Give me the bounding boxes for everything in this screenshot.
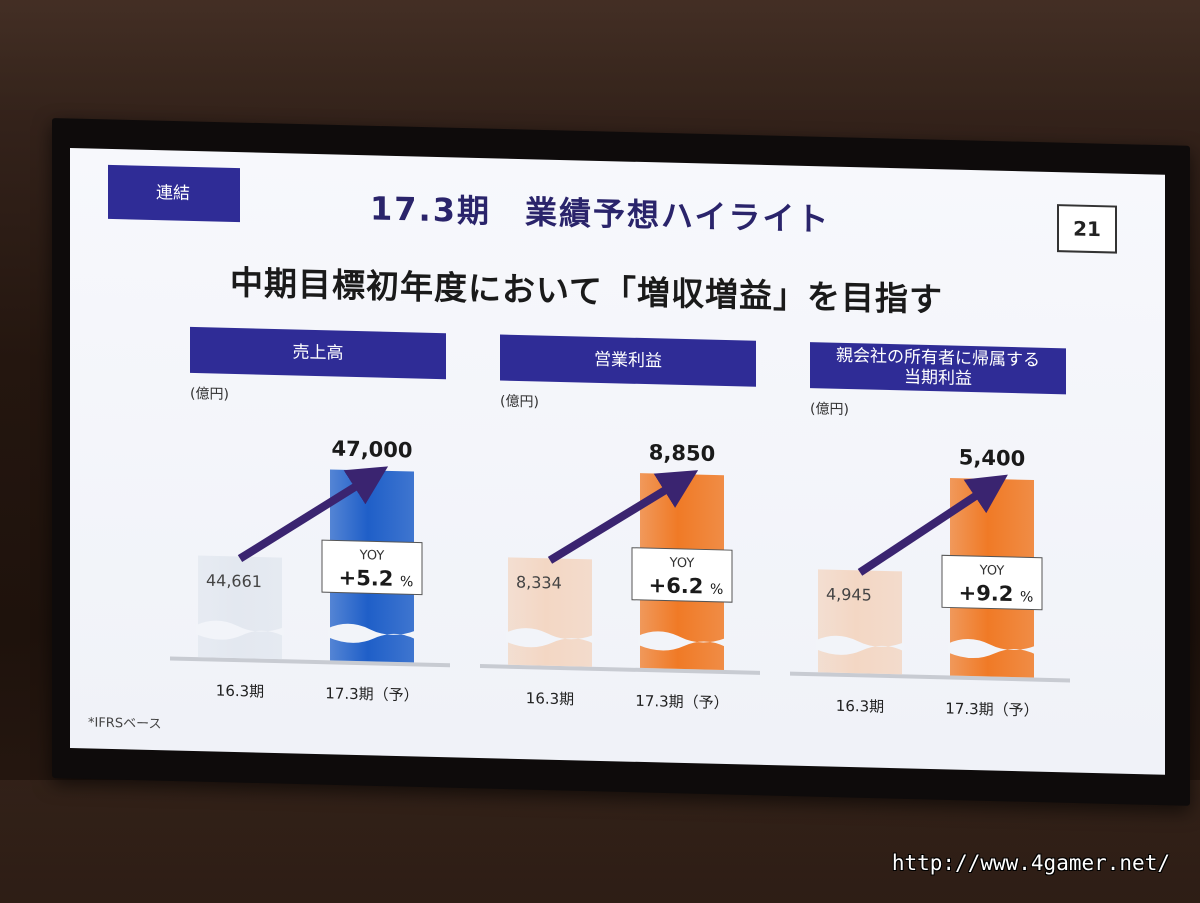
axis-break-mark	[948, 638, 1036, 659]
chart-svg-revenue: 16.3期 17.3期（予） 44,661 47,000 YOY +5.2%	[170, 436, 450, 705]
yoy-value: +6.2	[649, 573, 704, 598]
slide-title: 17.3期 業績予想ハイライト	[370, 189, 831, 239]
growth-arrow	[547, 470, 699, 564]
chart-panel-revenue: 売上高 (億円) 16.3期 17.3期（予） 44,661 47,000 YOY +5.…	[170, 326, 470, 753]
yoy-unit: %	[1020, 589, 1033, 605]
chart-svg-operating-profit: 16.3期 17.3期（予） 8,334 8,850 YOY+6.2%	[480, 440, 760, 712]
chart-baseline	[790, 671, 1070, 683]
category-label: 17.3期（予）	[635, 692, 728, 712]
yoy-box	[941, 554, 1043, 611]
value-label-forecast: 8,850	[649, 440, 715, 466]
axis-break-mark	[506, 628, 594, 648]
slide-headline: 中期目標初年度において「増収増益」を目指す	[230, 262, 944, 320]
chart-panel-operating-profit: 営業利益 (億円) 16.3期 17.3期（予） 8,334 8,850 YOY +6.2…	[480, 334, 780, 761]
axis-break-mark	[196, 620, 284, 640]
yoy-label: YOY	[979, 563, 1005, 579]
yoy-unit: %	[710, 582, 723, 598]
yoy-value: +5.2	[339, 566, 394, 591]
chart-baseline	[480, 664, 760, 675]
category-label: 17.3期（予）	[945, 699, 1038, 719]
yoy-box	[631, 547, 733, 603]
axis-break-mark	[328, 623, 416, 643]
consolidated-tag: 連結	[108, 164, 240, 223]
value-label-forecast: 5,400	[959, 445, 1025, 471]
category-label: 17.3期（予）	[325, 684, 418, 704]
growth-arrow	[857, 474, 1008, 576]
footnote: *IFRSベース	[88, 715, 162, 733]
category-label: 16.3期	[216, 682, 264, 701]
page-number: 21	[1057, 204, 1117, 254]
category-label: 16.3期	[526, 689, 574, 708]
value-label-prev: 4,945	[826, 585, 872, 605]
value-label-forecast: 47,000	[331, 436, 412, 462]
wall-top	[0, 0, 1200, 110]
value-label-prev: 8,334	[516, 573, 562, 593]
chart-svg-net-income: 16.3期 17.3期（予） 4,945 5,400 YOY +9.2%	[790, 445, 1070, 720]
source-watermark: http://www.4gamer.net/	[891, 851, 1170, 875]
presentation-slide: 連結 17.3期 業績予想ハイライト 21 中期目標初年度において「増収増益」を…	[70, 148, 1165, 775]
chart-panel-net-income: 親会社の所有者に帰属する 当期利益 (億円) 16.3期 17.3期（予） 4,94…	[790, 342, 1090, 769]
chart-baseline	[170, 656, 450, 668]
axis-break-mark	[638, 631, 726, 651]
category-label: 16.3期	[836, 697, 884, 716]
yoy-box	[321, 539, 423, 596]
yoy-unit: %	[400, 574, 413, 590]
yoy-label: YOY	[669, 556, 695, 572]
growth-arrow	[237, 466, 389, 562]
yoy-label: YOY	[359, 548, 385, 564]
yoy-value: +9.2	[959, 581, 1014, 606]
axis-break-mark	[816, 635, 904, 655]
value-label-prev: 44,661	[206, 571, 262, 591]
